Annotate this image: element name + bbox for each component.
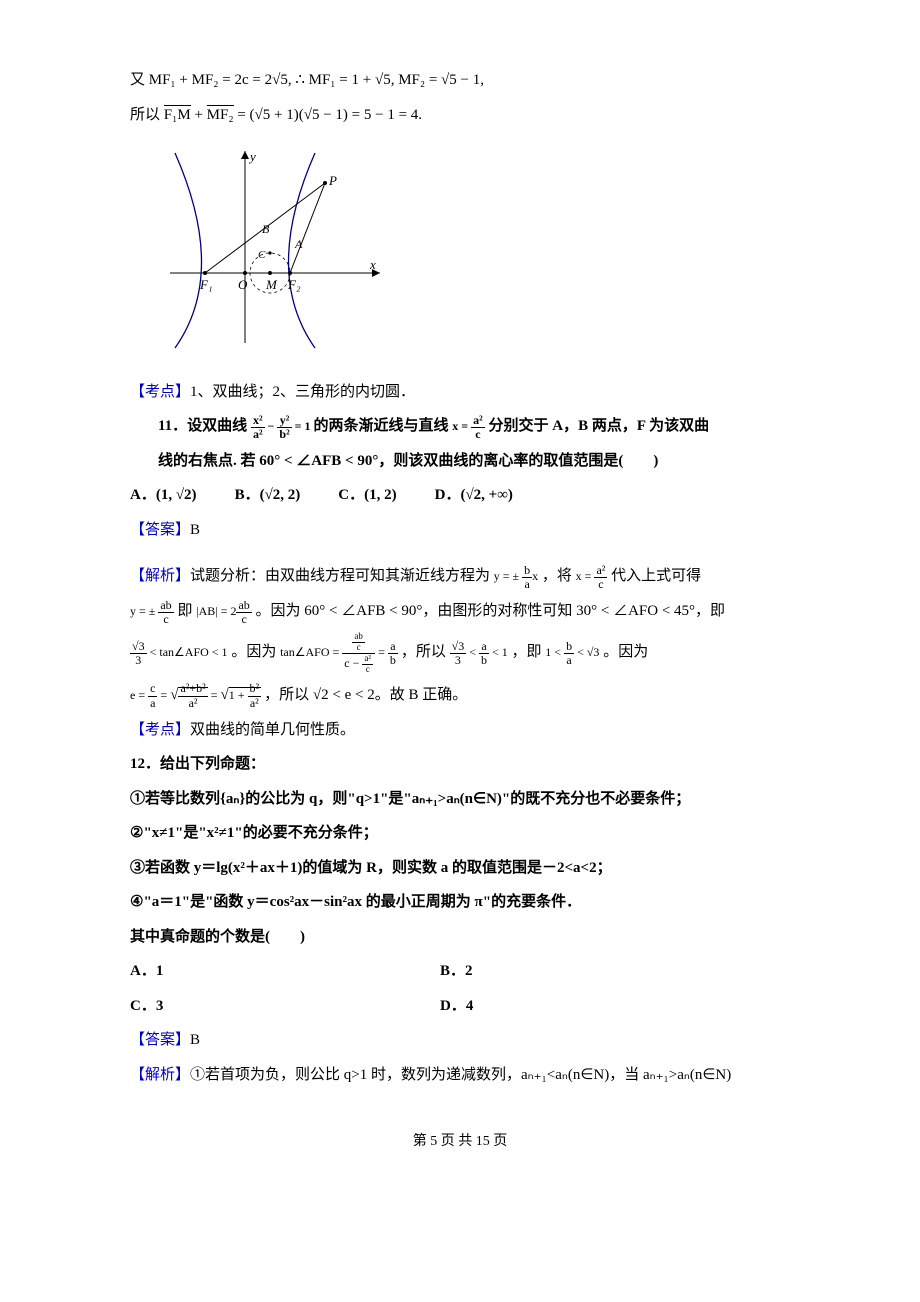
answer-value: B [190,1032,200,1048]
svg-text:P: P [328,173,337,188]
answer-value: B [190,522,200,538]
q12-opt-d: D．4 [440,992,473,1021]
svg-text:F₂: F₂ [287,277,301,292]
t: ，即 [512,644,542,660]
eq-ba-range: 1 < ba < √3 [545,645,599,659]
jiexi-label: 【解析】 [130,1067,190,1083]
q11-hyperbola-eq: x²a² − y²b² = 1 [251,419,314,433]
jiexi-label: 【解析】 [130,568,190,584]
page-footer: 第 5 页 共 15 页 [130,1129,790,1156]
answer-11: 【答案】B [130,516,790,545]
eq-x: x = a²c [576,569,608,583]
t: 。因为 [231,644,276,660]
t: ，所以 [401,644,446,660]
eq-tan-val: tan∠AFO = abcc − a²c = ab [280,645,401,659]
q11-options: A．(1, √2) B．(√2, 2) C．(1, 2) D．(√2, +∞) [130,481,790,510]
kaodian-text: 1、双曲线；2、三角形的内切圆． [190,384,415,400]
jiexi-text: ①若首项为负，则公比 q>1 时，数列为递减数列，aₙ₊₁<aₙ(n∈N)，当 … [190,1067,731,1083]
svg-text:C: C [258,249,266,261]
svg-text:y: y [248,149,256,164]
svg-text:B: B [262,222,270,236]
svg-text:M: M [265,277,278,292]
eq-tan-range: √33 < tan∠AFO < 1 [130,645,228,659]
kaodian-label: 【考点】 [130,722,190,738]
q11-line-eq: x = a²c [452,419,484,433]
eq-ab: |AB| = 2abc [196,604,252,618]
q12-item-2: ②"x≠1"是"x²≠1"的必要不充分条件； [130,819,790,848]
kaodian-text: 双曲线的简单几何性质。 [190,722,355,738]
q12-item-1: ①若等比数列{aₙ}的公比为 q，则"q>1"是"aₙ₊₁>aₙ(n∈N)"的既… [130,785,790,814]
eq-y: y = ± abc [130,604,174,618]
equation-line-1: 又 MF₁ + MF₂ = 2c = 2√5, ∴ MF₁ = 1 + √5, … [130,66,790,95]
q12-head: 12．给出下列命题： [130,750,790,779]
svg-text:x: x [369,257,376,272]
jiexi11-l1: 【解析】试题分析：由双曲线方程可知其渐近线方程为 y = ± bax ，将 x … [130,562,790,591]
q11-prefix: 11．设双曲线 [158,418,247,434]
t: ，将 [542,568,572,584]
answer-label: 【答案】 [130,522,190,538]
jiexi11-l2: y = ± abc 即 |AB| = 2abc 。因为 60° < ∠AFB <… [130,597,790,626]
q11-mid2: 分别交于 A，B 两点，F 为该双曲 [488,418,709,434]
text: = (√5 + 1)(√5 − 1) = 5 − 1 = 4. [237,107,422,123]
q12-opt-c: C．3 [130,992,440,1021]
q11-mid1: 的两条渐近线与直线 [314,418,449,434]
t: 。因为 [603,644,648,660]
answer-label: 【答案】 [130,1032,190,1048]
jiexi11-l3: √33 < tan∠AFO < 1 。因为 tan∠AFO = abcc − a… [130,632,790,675]
t: 代入上式可得 [611,568,701,584]
hyperbola-svg: F₁ O M F₂ P B A C x y [170,143,390,353]
q11-line2-text: 线的右焦点. 若 60° < ∠AFB < 90°，则该双曲线的离心率的取值范围… [158,453,658,469]
q12-item-4: ④"a＝1"是"函数 y＝cos²ax－sin²ax 的最小正周期为 π"的充要… [130,888,790,917]
eq-asym: y = ± bax [494,569,538,583]
t: 试题分析：由双曲线方程可知其渐近线方程为 [190,568,490,584]
kaodian-2: 【考点】双曲线的简单几何性质。 [130,716,790,745]
q11-opt-d: D．(√2, +∞) [435,481,513,510]
q12-options-row2: C．3 D．4 [130,992,790,1021]
vector-f1m: F₁M [164,105,191,123]
svg-text:O: O [238,277,248,292]
t: 即 [177,603,192,619]
kaodian-label: 【考点】 [130,384,190,400]
eq-ab-range: √33 < ab < 1 [450,645,508,659]
t: 。因为 60° < ∠AFB < 90°，由图形的对称性可知 30° < ∠AF… [256,603,726,619]
svg-text:A: A [294,237,303,251]
q11-opt-a: A．(1, √2) [130,481,197,510]
text: 所以 [130,107,164,123]
plus: + [194,107,206,123]
q12-opt-a: A．1 [130,957,440,986]
kaodian-1: 【考点】1、双曲线；2、三角形的内切圆． [130,378,790,407]
jiexi12: 【解析】①若首项为负，则公比 q>1 时，数列为递减数列，aₙ₊₁<aₙ(n∈N… [130,1061,790,1090]
q12-opt-b: B．2 [440,957,473,986]
vector-mf2: MF₂ [207,105,234,123]
t: ，所以 √2 < e < 2。故 B 正确。 [264,687,467,703]
q11-opt-b: B．(√2, 2) [235,481,301,510]
q12-options-row1: A．1 B．2 [130,957,790,986]
q11-line1: 11．设双曲线 x²a² − y²b² = 1 的两条渐近线与直线 x = a²… [130,412,790,441]
answer-12: 【答案】B [130,1026,790,1055]
q12-ask: 其中真命题的个数是( ) [130,923,790,952]
text: 又 MF₁ + MF₂ = 2c = 2√5, ∴ MF₁ = 1 + √5, … [130,72,484,88]
eq-e: e = ca = √a²+b²a² = √1 + b²a² [130,688,264,702]
equation-line-2: 所以 F₁M + MF₂ = (√5 + 1)(√5 − 1) = 5 − 1 … [130,101,790,130]
q11-opt-c: C．(1, 2) [338,481,396,510]
svg-text:F₁: F₁ [199,277,212,292]
q12-item-3: ③若函数 y＝lg(x²＋ax＋1)的值域为 R，则实数 a 的取值范围是－2<… [130,854,790,883]
hyperbola-figure: F₁ O M F₂ P B A C x y [170,143,790,364]
jiexi11-l4: e = ca = √a²+b²a² = √1 + b²a² ，所以 √2 < e… [130,681,790,710]
q11-line2: 线的右焦点. 若 60° < ∠AFB < 90°，则该双曲线的离心率的取值范围… [130,447,790,476]
